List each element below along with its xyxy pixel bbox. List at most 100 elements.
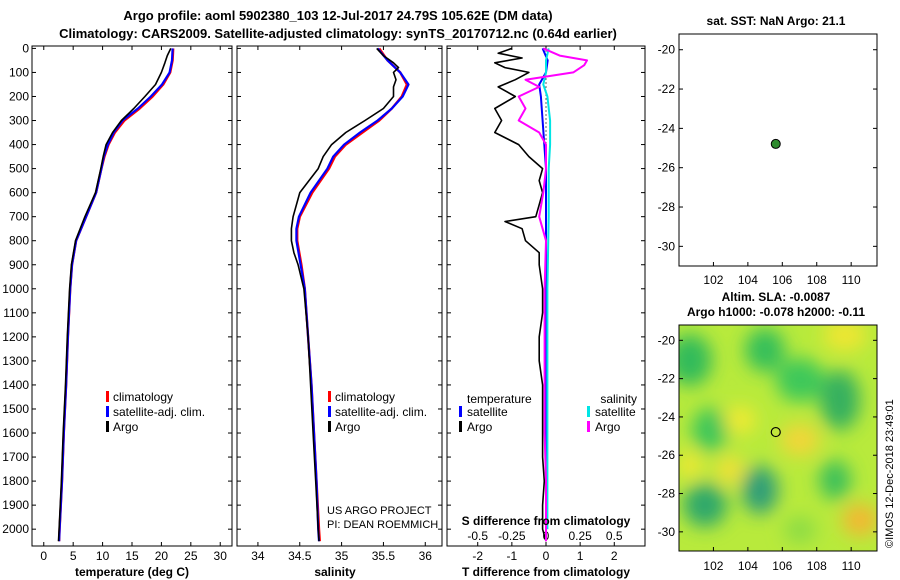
map-y-tick-label: -22	[658, 82, 676, 96]
sst-argo-location-marker	[770, 138, 781, 149]
temperature-x-axis: 0 5 10 15 20 25 30	[40, 46, 227, 563]
legend-swatch-satellite	[106, 406, 109, 417]
legend-label-climatology: climatology	[335, 390, 395, 404]
legend-label-t-argo: Argo	[467, 420, 493, 434]
depth-tick-label: 1700	[2, 450, 29, 464]
x-tick-label: 34.5	[288, 549, 312, 563]
map-x-tick-label: 104	[738, 559, 758, 573]
depth-tick-label: 1300	[2, 354, 29, 368]
legend-swatch-climatology	[328, 391, 331, 402]
depth-tick-label: 800	[9, 234, 29, 248]
x-tick-label: 0	[40, 549, 47, 563]
credit-line1: US ARGO PROJECT	[327, 505, 432, 517]
legend-label-argo: Argo	[335, 420, 361, 434]
sla-heatmap	[679, 325, 877, 551]
map-y-tick-label: -24	[658, 121, 676, 135]
x-tick-label: 35.5	[372, 549, 396, 563]
map-x-tick-label: 102	[703, 559, 723, 573]
legend-label-climatology: climatology	[113, 390, 173, 404]
map-y-tick-label: -30	[658, 239, 676, 253]
title-line2: Climatology: CARS2009. Satellite-adjuste…	[59, 26, 617, 41]
sst-map-axes: 102 104 106 108 110 -20 -22 -24 -26 -28 -30	[658, 43, 877, 287]
x-tick-label: 10	[96, 549, 110, 563]
depth-tick-label: 1200	[2, 330, 29, 344]
sla-argo-location-marker	[770, 426, 781, 438]
map-y-tick-label: -20	[658, 333, 676, 347]
legend-label-t-satellite: satellite	[467, 405, 508, 419]
legend-label-satellite: satellite-adj. clim.	[335, 405, 427, 419]
series-line-t-argo	[493, 47, 547, 542]
x-tick-label: 30	[214, 549, 228, 563]
x2-tick-label: 0.25	[568, 529, 592, 543]
legend-swatch-argo	[328, 421, 331, 432]
legend-swatch-climatology	[106, 391, 109, 402]
legend-swatch-t-satellite	[459, 406, 462, 417]
depth-tick-label: 2000	[2, 522, 29, 536]
depth-tick-label: 0	[22, 41, 29, 55]
map-x-tick-label: 106	[772, 559, 792, 573]
map-y-tick-label: -20	[658, 43, 676, 57]
depth-tick-label: 1600	[2, 426, 29, 440]
x2-tick-label: 0.5	[606, 529, 623, 543]
depth-tick-label: 1100	[3, 306, 29, 320]
depth-tick-label: 1900	[2, 498, 29, 512]
map-y-tick-label: -22	[658, 372, 676, 386]
x-tick-label: 20	[155, 549, 169, 563]
x-tick-label: 0	[543, 549, 550, 563]
depth-tick-label: 200	[9, 89, 29, 103]
sla-map-title1: Altim. SLA: -0.0087	[722, 290, 831, 304]
map-x-tick-label: 110	[842, 273, 861, 287]
x2-tick-label: -0.25	[498, 529, 526, 543]
sla-map-title2: Argo h1000: -0.078 h2000: -0.11	[687, 305, 865, 319]
x-tick-label: 25	[184, 549, 198, 563]
legend-swatch-satellite	[328, 406, 331, 417]
x-tick-label: 35	[335, 549, 349, 563]
x-tick-label: 2	[611, 549, 618, 563]
difference-lines	[493, 47, 588, 542]
sst-map-frame	[678, 33, 878, 267]
depth-tick-label: 700	[9, 210, 29, 224]
map-y-tick-label: -30	[658, 525, 676, 539]
legend-swatch-t-argo	[459, 421, 462, 432]
sla-map-axes: 102 104 106 108 110 -20 -22 -24 -26 -28 -30	[658, 333, 877, 573]
legend-label-s-argo: Argo	[595, 420, 621, 434]
salinity-panel-frame	[236, 45, 443, 547]
legend-label-argo: Argo	[113, 420, 139, 434]
depth-tick-label: 600	[9, 186, 29, 200]
series-line-satellite-adj-clim-	[58, 48, 174, 542]
depth-tick-label: 300	[9, 114, 29, 128]
title-line1: Argo profile: aoml 5902380_103 12-Jul-20…	[123, 8, 552, 23]
series-line-climatology	[296, 47, 409, 542]
temperature-xlabel: temperature (deg C)	[75, 565, 189, 579]
x2-tick-label: -0.5	[467, 529, 488, 543]
legend-swatch-s-argo	[587, 421, 590, 432]
difference-x2label: S difference from climatology	[462, 514, 631, 528]
legend-swatch-argo	[106, 421, 109, 432]
sst-map-title: sat. SST: NaN Argo: 21.1	[707, 14, 846, 28]
legend-title-salinity: salinity	[600, 392, 637, 406]
salinity-lines	[290, 47, 410, 542]
map-x-tick-label: 106	[772, 273, 792, 287]
x-tick-label: 36	[419, 549, 433, 563]
imos-stamp: ©IMOS 12-Dec-2018 23:49:01	[884, 399, 896, 548]
salinity-xlabel: salinity	[314, 565, 356, 579]
legend-label-satellite: satellite-adj. clim.	[113, 405, 205, 419]
map-x-tick-label: 108	[807, 559, 827, 573]
series-line-climatology	[57, 48, 175, 542]
map-x-tick-label: 110	[842, 559, 861, 573]
legend-title-temperature: temperature	[467, 392, 532, 406]
depth-tick-label: 900	[9, 258, 29, 272]
temperature-legend: climatology satellite-adj. clim. Argo	[106, 390, 205, 434]
series-line-argo	[57, 48, 172, 542]
map-y-tick-label: -28	[658, 487, 676, 501]
difference-xlabel: T difference from climatology	[462, 565, 630, 579]
x-tick-label: 1	[577, 549, 584, 563]
series-line-argo	[290, 47, 400, 542]
x-tick-label: 5	[70, 549, 77, 563]
depth-tick-label: 500	[9, 162, 29, 176]
map-x-tick-label: 108	[807, 273, 827, 287]
x-tick-label: -1	[507, 549, 518, 563]
series-line-satellite-adj-clim-	[295, 47, 410, 542]
map-y-tick-label: -24	[658, 410, 676, 424]
